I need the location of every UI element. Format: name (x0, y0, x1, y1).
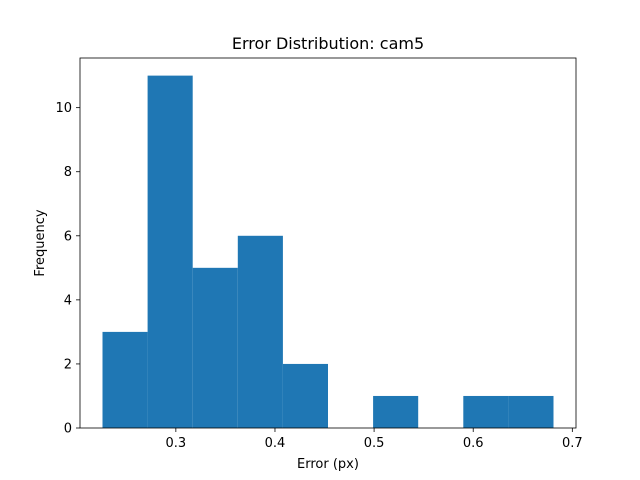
histogram-bar (463, 395, 509, 428)
bars-group (102, 75, 554, 428)
y-tick-label: 8 (64, 165, 72, 180)
y-ticks-group: 0 2 4 6 8 10 (55, 101, 80, 437)
y-axis-label: Frequency (33, 209, 48, 276)
histogram-bar (147, 75, 193, 428)
chart-title: Error Distribution: cam5 (232, 34, 424, 53)
histogram-bar (282, 363, 328, 428)
histogram-bar (192, 267, 238, 428)
y-tick-label: 0 (64, 422, 72, 437)
x-ticks-group: 0.3 0.4 0.5 0.6 0.7 (166, 428, 583, 451)
x-tick-label: 0.5 (364, 436, 385, 451)
histogram-bar (102, 331, 148, 428)
axes-frame (79, 57, 577, 429)
x-tick-label: 0.7 (562, 436, 583, 451)
histogram-bar (237, 235, 283, 428)
y-tick-label: 4 (64, 293, 72, 308)
histogram-bar (373, 395, 419, 428)
y-tick-label: 10 (55, 101, 72, 116)
y-tick-label: 6 (64, 229, 72, 244)
y-tick-label: 2 (64, 357, 72, 372)
x-tick-label: 0.3 (166, 436, 187, 451)
x-tick-label: 0.4 (265, 436, 286, 451)
x-tick-label: 0.6 (463, 436, 484, 451)
x-axis-label: Error (px) (297, 457, 359, 472)
histogram-bar (508, 395, 554, 428)
